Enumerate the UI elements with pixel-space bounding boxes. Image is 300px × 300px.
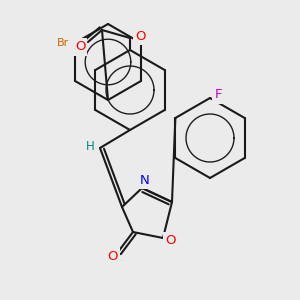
Text: O: O	[165, 235, 175, 248]
Text: O: O	[108, 250, 118, 263]
Text: Br: Br	[57, 38, 69, 48]
Text: O: O	[135, 29, 145, 43]
Text: H: H	[85, 140, 94, 152]
Text: N: N	[140, 173, 150, 187]
Text: O: O	[75, 40, 85, 53]
Text: F: F	[214, 88, 222, 101]
